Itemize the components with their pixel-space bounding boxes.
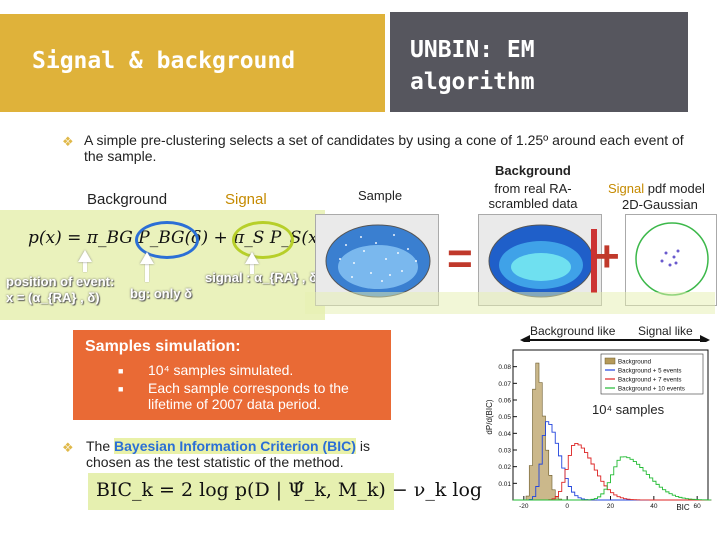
annot-signal: signal : α_{RA} , δ xyxy=(205,270,317,285)
header-left-banner: Signal & background xyxy=(0,14,385,112)
signal-term-ellipse xyxy=(232,221,294,259)
intro-text: A simple pre-clustering selects a set of… xyxy=(84,132,684,164)
simulation-item: 10⁴ samples simulated. xyxy=(148,362,294,378)
square-bullet-icon: ■ xyxy=(118,366,124,376)
signal-pdf-plot xyxy=(625,214,717,306)
x-tick-label: -20 xyxy=(519,503,529,510)
label-samples-count: 10⁴ samples xyxy=(592,402,665,417)
histogram-series xyxy=(513,456,712,501)
y-tick-label: 0.02 xyxy=(498,464,511,471)
annot-bg: bg: only δ xyxy=(130,286,193,301)
label-sig-pdf: Signal pdf model xyxy=(608,181,705,196)
simulation-title: Samples simulation: xyxy=(85,338,241,355)
legend-entry: Background + 5 events xyxy=(618,368,681,375)
arrow-position-icon xyxy=(78,250,92,262)
bic-histogram: 0.01 0.02 0.03 0.04 0.05 0.06 0.07 0.08 -20 0 20 40… xyxy=(483,342,715,512)
x-tick-label: 0 xyxy=(565,503,569,510)
legend-box xyxy=(600,353,704,395)
skymap-strip xyxy=(305,292,715,314)
y-axis-label: dP/d(BIC) xyxy=(485,399,494,434)
background-skymap-graphic xyxy=(488,224,597,298)
label-bg-rand-title: Background xyxy=(495,163,571,178)
legend-swatch xyxy=(604,357,616,365)
header-right-banner: UNBIN: EM algorithm xyxy=(390,12,688,112)
bic-highlight: Bayesian Information Criterion (BIC) xyxy=(114,438,356,454)
y-tick-label: 0.01 xyxy=(498,481,511,488)
bic-text-post: is chosen as the test statistic of the m… xyxy=(86,438,370,470)
legend-entry: Background + 10 events xyxy=(618,386,685,393)
label-sig-pdf-rest: pdf model xyxy=(644,181,705,196)
background-skymap xyxy=(478,214,602,306)
label-background: Background xyxy=(87,191,168,208)
arrow-stem-bg xyxy=(145,262,149,282)
legend-entry: Background xyxy=(618,359,652,366)
arrow-signal-icon xyxy=(245,252,259,264)
slide-title: Signal & background xyxy=(32,48,296,74)
label-signal: Signal xyxy=(225,191,267,208)
label-sig-pdf-sub: 2D-Gaussian xyxy=(622,197,698,212)
plus-operator: + xyxy=(594,232,620,281)
simulation-box: Samples simulation: ■ 10⁴ samples simula… xyxy=(73,330,391,420)
arrow-stem-signal xyxy=(250,262,254,274)
y-tick-label: 0.07 xyxy=(498,381,511,388)
annot-position: position of event: x = (α_{RA} , δ) xyxy=(6,274,115,305)
simulation-item: Each sample corresponds to the lifetime … xyxy=(148,380,349,412)
y-tick-label: 0.06 xyxy=(498,398,511,405)
label-sig-pdf-word: Signal xyxy=(608,181,645,196)
x-axis-label: BIC xyxy=(676,503,690,512)
y-tick-label: 0.04 xyxy=(498,431,511,438)
label-sample: Sample xyxy=(358,188,403,203)
bic-text-pre: The xyxy=(86,438,115,454)
square-bullet-icon: ■ xyxy=(118,384,124,394)
equals-operator: = xyxy=(447,234,473,283)
arrow-bg-icon xyxy=(140,252,154,264)
bullet-icon: ❖ xyxy=(62,440,74,455)
bullet-icon: ❖ xyxy=(62,134,74,149)
arrow-stem-position xyxy=(83,260,87,272)
legend-entry: Background + 7 events xyxy=(618,377,681,384)
x-tick-label: 20 xyxy=(607,503,615,510)
bic-text: The Bayesian Information Criterion (BIC)… xyxy=(86,438,416,470)
label-bg-rand-sub: from real RA-scrambled data xyxy=(488,181,578,211)
bic-formula: BIC_k = 2 log p(D | Ψ̂_k, M_k) − ν_k log… xyxy=(88,473,509,510)
y-tick-label: 0.03 xyxy=(498,448,511,455)
label-bg-like: Background like xyxy=(530,324,616,338)
x-tick-label: 60 xyxy=(694,503,702,510)
label-sig-like: Signal like xyxy=(638,324,693,338)
y-tick-label: 0.05 xyxy=(498,414,511,421)
y-tick-label: 0.08 xyxy=(498,364,511,371)
slide-subtitle: UNBIN: EM algorithm xyxy=(410,37,535,95)
background-term-ellipse xyxy=(135,221,199,259)
x-tick-label: 40 xyxy=(650,503,658,510)
